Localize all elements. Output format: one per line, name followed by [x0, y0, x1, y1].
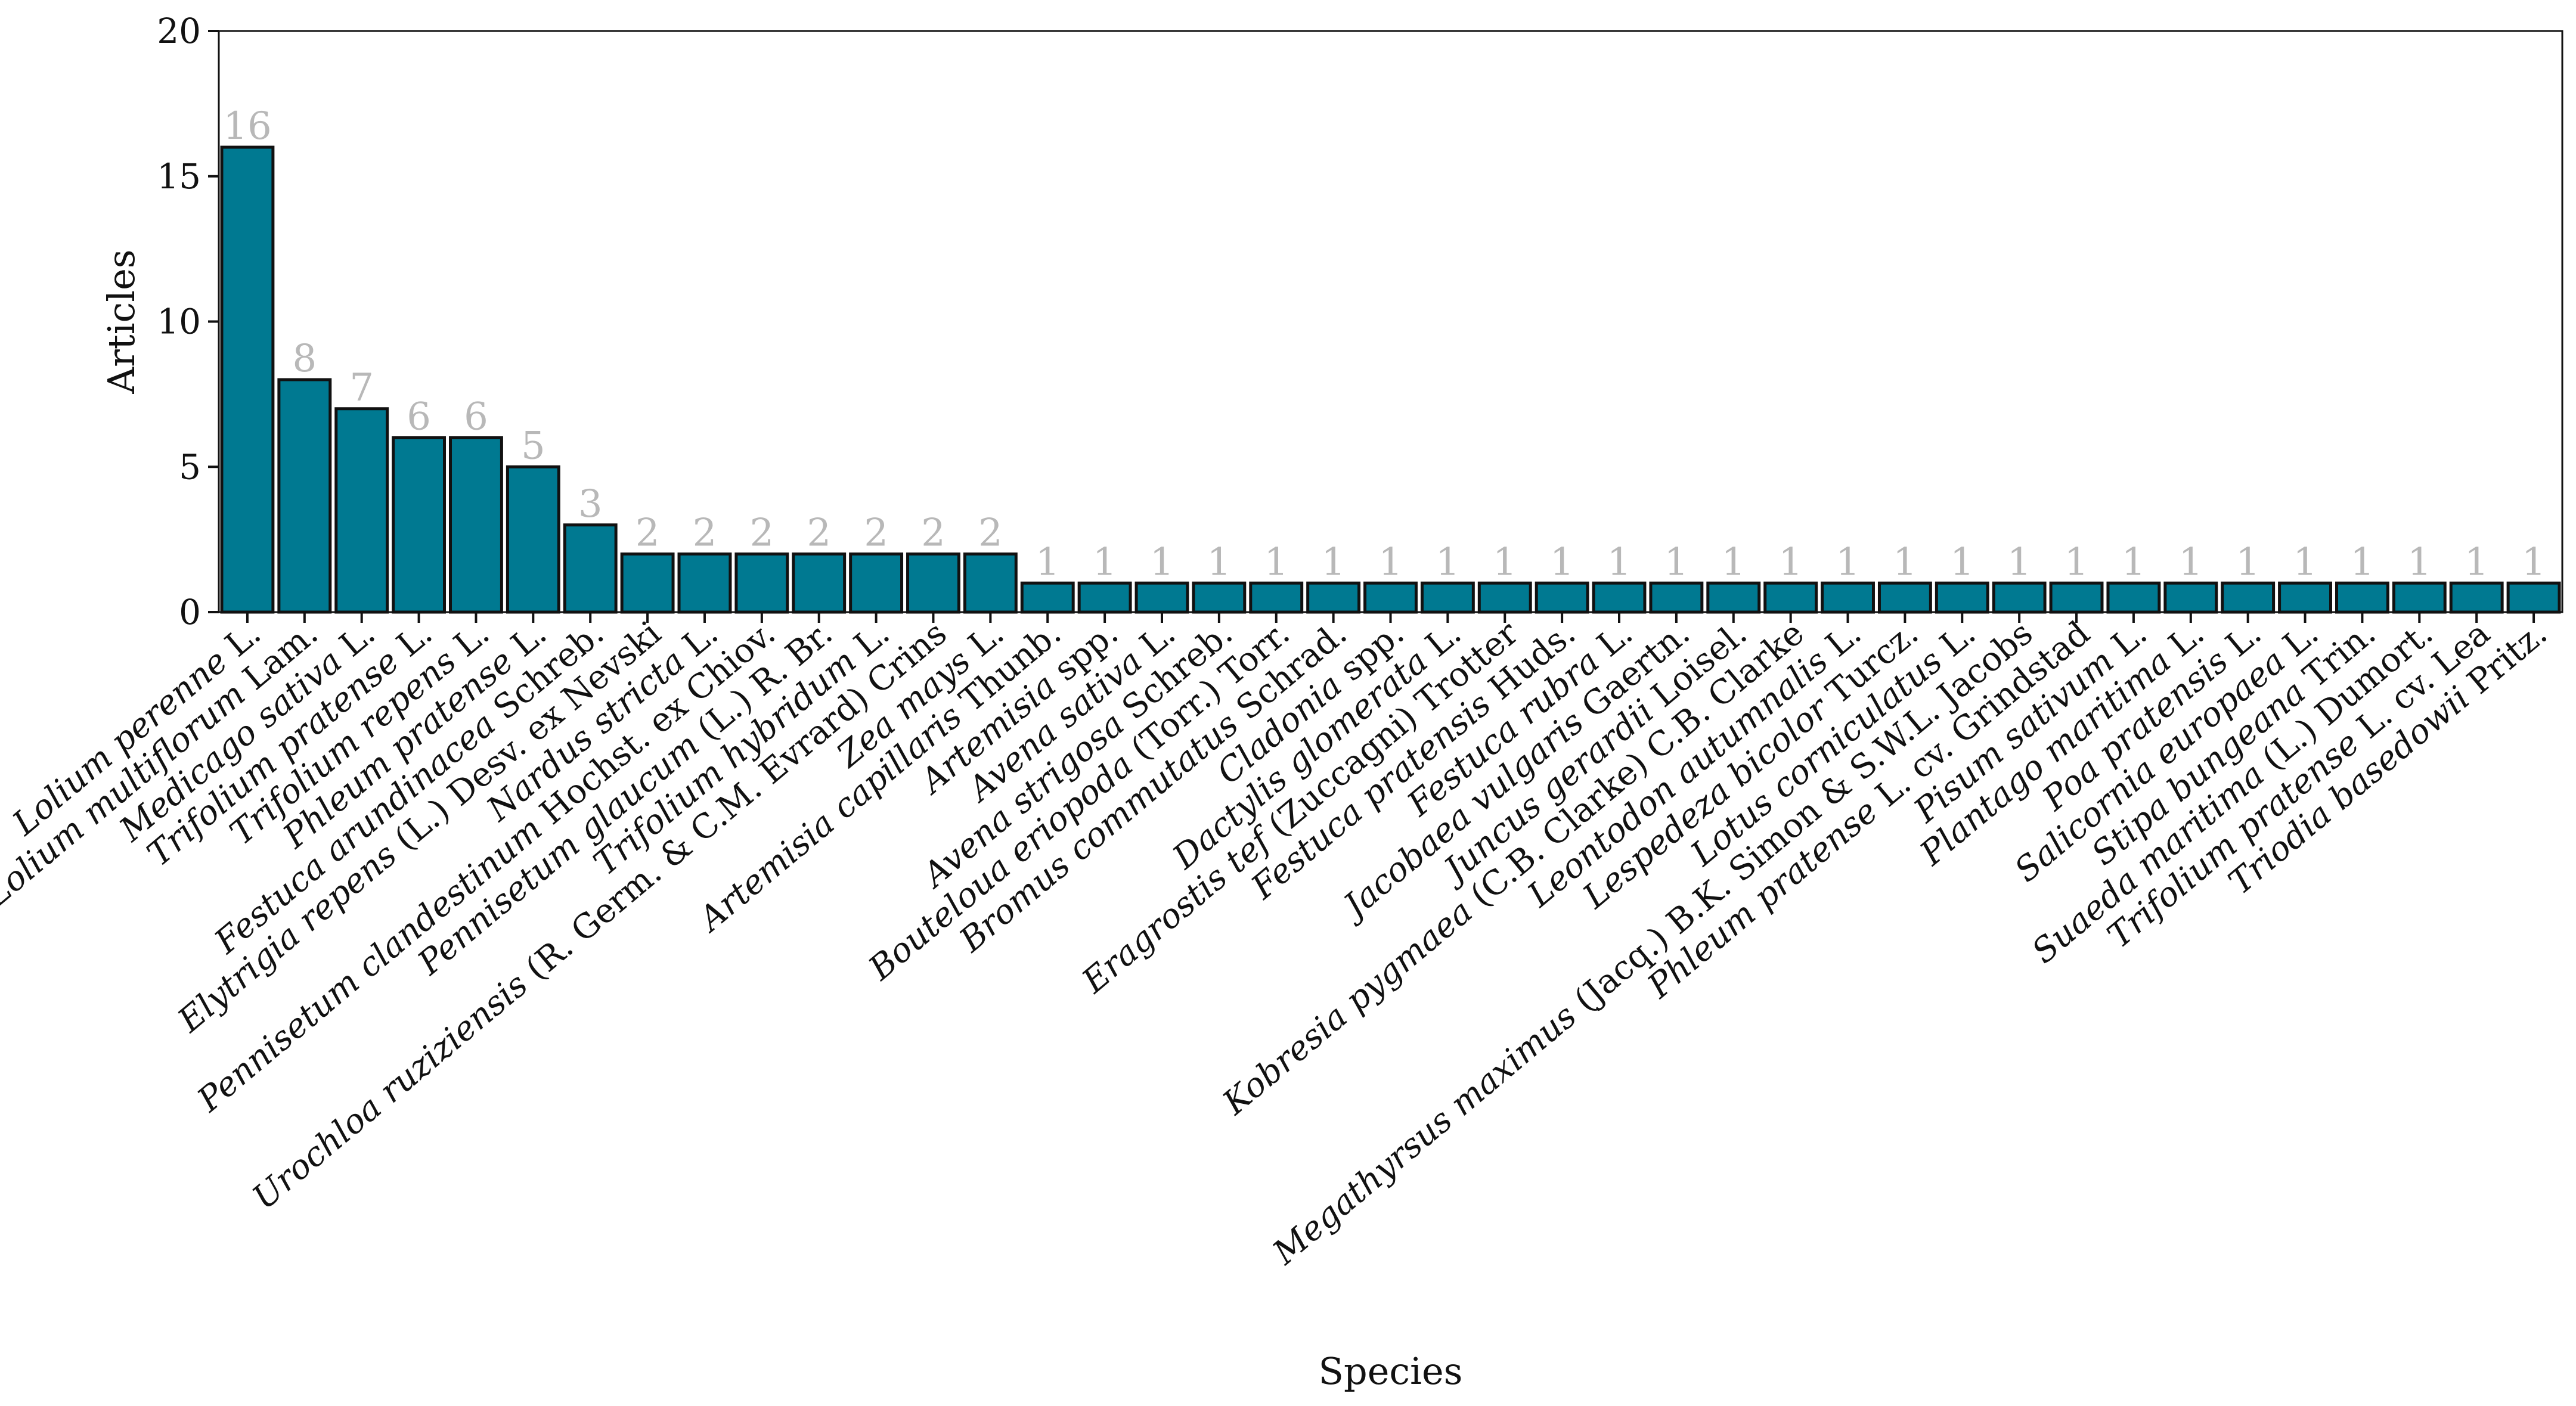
- bar-value-label: 1: [1036, 540, 1060, 584]
- bar: [2278, 581, 2332, 614]
- bar: [1477, 581, 1532, 614]
- bar-value-label: 2: [749, 511, 774, 555]
- bar-value-label: 6: [464, 395, 488, 439]
- x-axis-title: Species: [1319, 1349, 1463, 1393]
- bar: [677, 553, 732, 614]
- bar-value-label: 1: [2122, 540, 2146, 584]
- bar: [1592, 581, 1647, 614]
- bar: [334, 407, 389, 614]
- bar: [1420, 581, 1475, 614]
- y-tick-label: 15: [157, 156, 201, 197]
- bar-value-label: 1: [2007, 540, 2032, 584]
- bar-value-label: 1: [1836, 540, 1860, 584]
- bar-value-label: 1: [1550, 540, 1574, 584]
- bar: [1649, 581, 1704, 614]
- bar: [277, 378, 332, 614]
- bar: [506, 465, 560, 614]
- bar: [1363, 581, 1418, 614]
- bar-value-label: 1: [1264, 540, 1288, 584]
- bar-value-label: 2: [864, 511, 888, 555]
- bar-value-label: 2: [693, 511, 717, 555]
- species-name: Urochloa ruziziensis: [246, 966, 535, 1218]
- bar: [620, 553, 675, 614]
- bar: [963, 553, 1018, 614]
- bars: [220, 145, 2561, 614]
- bar: [2449, 581, 2504, 614]
- bar: [1306, 581, 1361, 614]
- bar-value-label: 1: [1436, 540, 1460, 584]
- y-tick-label: 5: [179, 446, 201, 487]
- bar-value-label: 1: [1093, 540, 1117, 584]
- bar-value-label: 3: [578, 482, 603, 526]
- bar: [792, 553, 847, 614]
- bar-value-label: 2: [807, 511, 831, 555]
- bar-value-label: 7: [349, 366, 374, 410]
- bar-value-label: 1: [1493, 540, 1517, 584]
- bar: [2106, 581, 2161, 614]
- y-axis: 0 5 10 15 20: [157, 11, 219, 632]
- y-tick-label: 10: [157, 302, 201, 342]
- bar-value-label: 1: [2236, 540, 2260, 584]
- bar-value-label: 1: [1721, 540, 1746, 584]
- bar: [734, 553, 789, 614]
- y-axis-title: Articles: [100, 249, 143, 394]
- bar: [2163, 581, 2218, 614]
- bar: [449, 436, 503, 614]
- bar: [1249, 581, 1304, 614]
- bar: [1192, 581, 1247, 614]
- bar: [2221, 581, 2276, 614]
- bar: [1992, 581, 2047, 614]
- bar-value-label: 1: [1378, 540, 1403, 584]
- bar: [1821, 581, 1875, 614]
- x-axis: Lolium perenne L.Lolium multiflorum Lam.…: [0, 612, 2555, 1272]
- bar: [1020, 581, 1075, 614]
- bar: [392, 436, 447, 614]
- bar-value-label: 6: [407, 395, 431, 439]
- bar: [849, 553, 904, 614]
- bar-value-label: 1: [1607, 540, 1632, 584]
- bar-value-label: 1: [2293, 540, 2317, 584]
- bar-value-label: 1: [1893, 540, 1917, 584]
- bar-value-label: 1: [1207, 540, 1232, 584]
- bar-value-label: 1: [2178, 540, 2203, 584]
- bar-value-label: 5: [521, 424, 545, 468]
- bar: [2049, 581, 2104, 614]
- bar-value-label: 1: [1778, 540, 1803, 584]
- species-name: Kobresia pygmaea: [1215, 892, 1480, 1123]
- bar: [563, 523, 618, 614]
- bar-value-label: 8: [292, 337, 317, 381]
- bar-value-label: 1: [2465, 540, 2489, 584]
- bar-value-label: 2: [636, 511, 660, 555]
- y-tick-label: 0: [179, 592, 201, 632]
- bar: [1763, 581, 1818, 614]
- bar-value-label: 1: [2350, 540, 2374, 584]
- bar-value-label: 1: [2407, 540, 2432, 584]
- bar: [906, 553, 960, 614]
- bar-value-label: 1: [1664, 540, 1689, 584]
- bar: [1077, 581, 1132, 614]
- bar: [1134, 581, 1189, 614]
- bar-value-label: 1: [2064, 540, 2089, 584]
- bar: [2392, 581, 2447, 614]
- bar-value-label: 2: [978, 511, 1003, 555]
- bar: [1535, 581, 1589, 614]
- bar-value-label: 16: [223, 104, 271, 148]
- bar: [1877, 581, 1932, 614]
- bar: [1706, 581, 1761, 614]
- y-tick-label: 20: [157, 11, 201, 51]
- bar-value-label: 1: [1321, 540, 1346, 584]
- bar: [2506, 581, 2561, 614]
- bar: [220, 145, 275, 614]
- bar: [2335, 581, 2389, 614]
- bar: [1935, 581, 1989, 614]
- bar-value-label: 2: [921, 511, 946, 555]
- bar-value-label: 1: [2522, 540, 2546, 584]
- bar-value-label: 1: [1150, 540, 1174, 584]
- bar-value-label: 1: [1950, 540, 1974, 584]
